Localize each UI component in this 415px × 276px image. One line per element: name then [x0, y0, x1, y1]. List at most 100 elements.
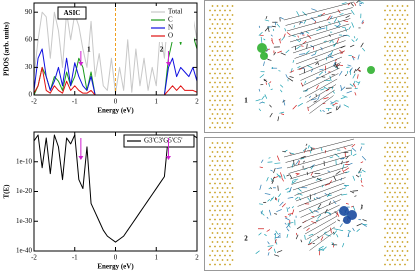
electrode-atom	[399, 100, 401, 102]
y-axis-label: T(E)	[3, 184, 11, 199]
electrode-atom	[224, 28, 226, 30]
electrode-atom	[389, 55, 391, 57]
electrode-atom	[217, 77, 219, 79]
electrode-atom	[392, 23, 394, 25]
electrode-atom	[402, 250, 404, 252]
electrode-atom	[404, 37, 406, 39]
electrode-atom	[387, 196, 389, 198]
electrode-atom	[227, 205, 229, 207]
electrode-atom	[222, 50, 224, 52]
electrode-atom	[389, 118, 391, 120]
electrode-atom	[232, 178, 234, 180]
electrode-atom	[407, 142, 409, 144]
electrode-atom	[404, 100, 406, 102]
electrode-atom	[219, 264, 221, 266]
electrode-atom	[397, 59, 399, 61]
electrode-atom	[407, 169, 409, 171]
electrode-atom	[209, 82, 211, 84]
electrode-atom	[404, 237, 406, 239]
electrode-atom	[217, 223, 219, 225]
chart-label: ASIC	[64, 9, 81, 17]
electrode-atom	[392, 68, 394, 70]
electrode-atom	[407, 223, 409, 225]
electrode-atom	[227, 122, 229, 124]
electrode-atom	[389, 46, 391, 48]
electrode-atom	[404, 210, 406, 212]
electrode-atom	[394, 55, 396, 57]
electrode-atom	[407, 86, 409, 88]
electrode-atom	[209, 100, 211, 102]
orbital-blob	[260, 52, 268, 60]
electrode-atom	[402, 68, 404, 70]
electrode-atom	[407, 178, 409, 180]
electrode-atom	[402, 23, 404, 25]
electrode-atom	[212, 214, 214, 216]
electrode-atom	[217, 14, 219, 16]
electrode-atom	[217, 104, 219, 106]
electrode-atom	[387, 178, 389, 180]
electrode-atom	[214, 109, 216, 111]
electrode-atom	[389, 210, 391, 212]
electrode-atom	[222, 59, 224, 61]
electrode-atom	[217, 196, 219, 198]
electrode-atom	[229, 246, 231, 248]
electrode-atom	[402, 187, 404, 189]
electrode-atom	[224, 201, 226, 203]
electrode-atom	[227, 223, 229, 225]
electrode-atom	[227, 32, 229, 34]
electrode-atom	[394, 100, 396, 102]
electrode-atom	[392, 169, 394, 171]
electrode-atom	[214, 255, 216, 257]
electrode-atom	[227, 104, 229, 106]
electrode-atom	[399, 165, 401, 167]
electrode-atom	[402, 41, 404, 43]
electrode-atom	[407, 41, 409, 43]
electrode-atom	[222, 122, 224, 124]
electrode-atom	[387, 122, 389, 124]
electrode-atom	[384, 100, 386, 102]
electrode-atom	[224, 19, 226, 21]
x-axis-label: Energy (eV)	[97, 107, 134, 115]
electrode-atom	[227, 113, 229, 115]
electrode-atom	[404, 228, 406, 230]
electrode-atom	[392, 50, 394, 52]
electrode-atom	[229, 165, 231, 167]
electrode-atom	[392, 32, 394, 34]
electrode-atom	[407, 95, 409, 97]
electrode-atom	[392, 259, 394, 261]
electrode-atom	[224, 55, 226, 57]
electrode-atom	[402, 77, 404, 79]
electrode-atom	[227, 142, 229, 144]
electrode-atom	[229, 82, 231, 84]
electrode-atom	[219, 255, 221, 257]
panel-label: 2	[244, 235, 248, 243]
electrode-atom	[392, 122, 394, 124]
electrode-atom	[229, 192, 231, 194]
electrode-atom	[214, 55, 216, 57]
electrode-atom	[389, 37, 391, 39]
electrode-atom	[219, 156, 221, 158]
electrode-atom	[212, 113, 214, 115]
electrode-atom	[392, 86, 394, 88]
electrode-atom	[212, 205, 214, 207]
electrode-atom	[219, 82, 221, 84]
electrode-atom	[229, 91, 231, 93]
electrode-atom	[407, 59, 409, 61]
electrode-atom	[394, 192, 396, 194]
electrode-atom	[394, 210, 396, 212]
electrode-atom	[224, 174, 226, 176]
electrode-atom	[384, 46, 386, 48]
electrode-atom	[402, 32, 404, 34]
y-tick-label: 60	[25, 35, 33, 43]
electrode-atom	[222, 241, 224, 243]
orbital-blob	[257, 43, 267, 53]
electrode-atom	[397, 68, 399, 70]
electrode-atom	[397, 196, 399, 198]
electrode-atom	[387, 41, 389, 43]
electrode-atom	[209, 174, 211, 176]
electrode-atom	[229, 264, 231, 266]
electrode-atom	[212, 50, 214, 52]
electrode-atom	[217, 95, 219, 97]
electrode-atom	[389, 183, 391, 185]
electrode-atom	[397, 14, 399, 16]
